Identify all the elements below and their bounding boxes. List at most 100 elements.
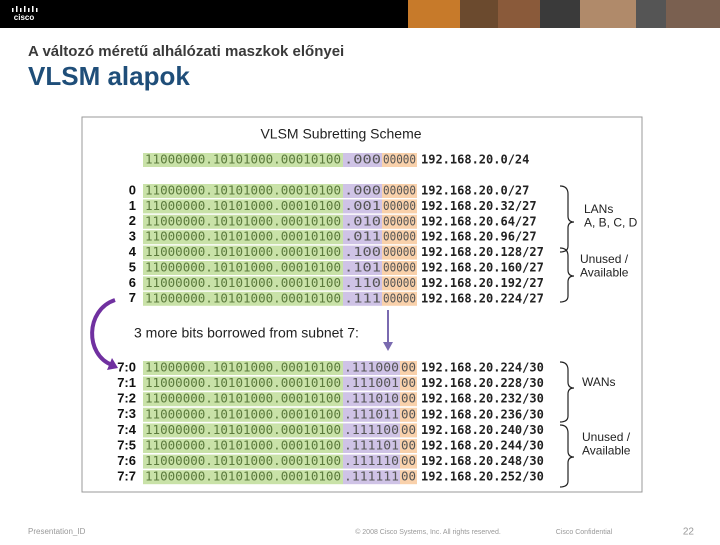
address: 192.168.20.64/27	[421, 214, 537, 228]
host-bits-bg	[400, 392, 417, 407]
host-bits: 00000	[383, 261, 416, 275]
host-bits: 00000	[383, 291, 416, 305]
network-bits-bg	[143, 199, 343, 214]
subnet-bits-bg	[343, 470, 400, 485]
host-bits-bg	[400, 361, 417, 375]
subnet-bits-bg	[343, 392, 400, 407]
network-bits: 11000000.10101000.00010100	[145, 361, 341, 375]
row-label: 5	[129, 259, 136, 274]
subnet-bits-bg	[343, 439, 400, 453]
subnet-bits: .111101	[344, 439, 399, 453]
subnet-bits: .110	[344, 276, 381, 290]
subnet-bits: .011	[344, 230, 381, 244]
subnet-bits-bg	[343, 184, 382, 198]
subnet-bits-bg	[343, 454, 400, 469]
network-bits-bg	[143, 361, 343, 375]
subnet-bits-bg	[343, 261, 382, 275]
network-bits-bg	[143, 407, 343, 422]
host-bits-bg	[382, 230, 417, 245]
address: 192.168.20.128/27	[421, 245, 544, 259]
subnet-bits-bg	[343, 423, 400, 438]
host-bits: 00	[401, 454, 416, 468]
subnet-bits: .000	[344, 184, 381, 198]
group-label: Available	[582, 444, 631, 458]
host-bits-bg	[382, 199, 417, 214]
network-bits: 11000000.10101000.00010100	[145, 439, 341, 453]
slide-title: VLSM alapok	[28, 61, 190, 91]
host-bits: 00	[401, 439, 416, 453]
host-bits-bg	[382, 153, 417, 167]
row-label: 7:3	[117, 406, 136, 421]
subnet-bits: .010	[344, 214, 381, 228]
network-bits: 11000000.10101000.00010100	[145, 153, 341, 167]
host-bits: 00	[401, 361, 416, 375]
subnet-bits-bg	[343, 199, 382, 214]
host-bits: 00000	[383, 230, 416, 244]
row-label: 7:6	[117, 453, 136, 468]
network-bits-bg	[143, 291, 343, 306]
logo: cisco	[14, 13, 35, 22]
network-bits-bg	[143, 261, 343, 275]
subnet-bits-bg	[343, 214, 382, 229]
host-bits: 00	[401, 376, 416, 390]
host-bits-bg	[400, 423, 417, 438]
address: 192.168.20.32/27	[421, 199, 537, 213]
host-bits-bg	[382, 261, 417, 275]
subnet-bits: .111110	[344, 454, 399, 468]
host-bits-bg	[382, 276, 417, 291]
network-bits: 11000000.10101000.00010100	[145, 376, 341, 390]
network-bits: 11000000.10101000.00010100	[145, 230, 341, 244]
network-bits: 11000000.10101000.00010100	[145, 407, 341, 421]
network-bits-bg	[143, 230, 343, 245]
network-bits: 11000000.10101000.00010100	[145, 214, 341, 228]
address: 192.168.20.224/30	[421, 361, 544, 375]
row-label: 7	[129, 290, 136, 305]
network-bits-bg	[143, 423, 343, 438]
network-bits: 11000000.10101000.00010100	[145, 199, 341, 213]
network-bits-bg	[143, 439, 343, 453]
page-number: 22	[683, 527, 695, 538]
host-bits: 00	[401, 423, 416, 437]
network-bits: 11000000.10101000.00010100	[145, 392, 341, 406]
network-bits: 11000000.10101000.00010100	[145, 261, 341, 275]
row-label: 1	[129, 198, 136, 213]
row-label: 0	[129, 182, 136, 197]
network-bits: 11000000.10101000.00010100	[145, 276, 341, 290]
host-bits: 00	[401, 407, 416, 421]
group-label: LANs	[584, 202, 613, 216]
subnet-bits: .111010	[344, 392, 399, 406]
host-bits-bg	[382, 245, 417, 260]
address: 192.168.20.0/27	[421, 184, 529, 198]
group-label: WANs	[582, 375, 616, 389]
host-bits: 00	[401, 470, 416, 484]
network-bits-bg	[143, 276, 343, 291]
network-bits-bg	[143, 454, 343, 469]
host-bits-bg	[382, 184, 417, 198]
network-bits-bg	[143, 392, 343, 407]
row-label: 6	[129, 275, 136, 290]
address: 192.168.20.228/30	[421, 376, 544, 390]
footer-id: Presentation_ID	[28, 527, 86, 536]
down-arrow-head	[383, 342, 393, 351]
host-bits-bg	[400, 454, 417, 469]
subnet-bits: .101	[344, 261, 381, 275]
footer-copyright: © 2008 Cisco Systems, Inc. All rights re…	[355, 528, 501, 536]
note: 3 more bits borrowed from subnet 7:	[134, 325, 359, 341]
row-label: 4	[129, 244, 137, 259]
subnet-bits: .000	[344, 153, 381, 167]
address: 192.168.20.244/30	[421, 439, 544, 453]
address: 192.168.20.224/27	[421, 291, 544, 305]
subnet-bits: .111100	[344, 423, 399, 437]
network-bits-bg	[143, 245, 343, 260]
subnet-bits-bg	[343, 276, 382, 291]
address: 192.168.20.192/27	[421, 276, 544, 290]
row-label: 7:0	[117, 359, 136, 374]
host-bits: 00000	[383, 184, 416, 198]
address: 192.168.20.0/24	[421, 153, 529, 167]
subnet-bits: .100	[344, 245, 381, 259]
network-bits-bg	[143, 184, 343, 198]
network-bits-bg	[143, 214, 343, 229]
network-bits: 11000000.10101000.00010100	[145, 245, 341, 259]
address: 192.168.20.252/30	[421, 470, 544, 484]
row-label: 7:2	[117, 391, 136, 406]
